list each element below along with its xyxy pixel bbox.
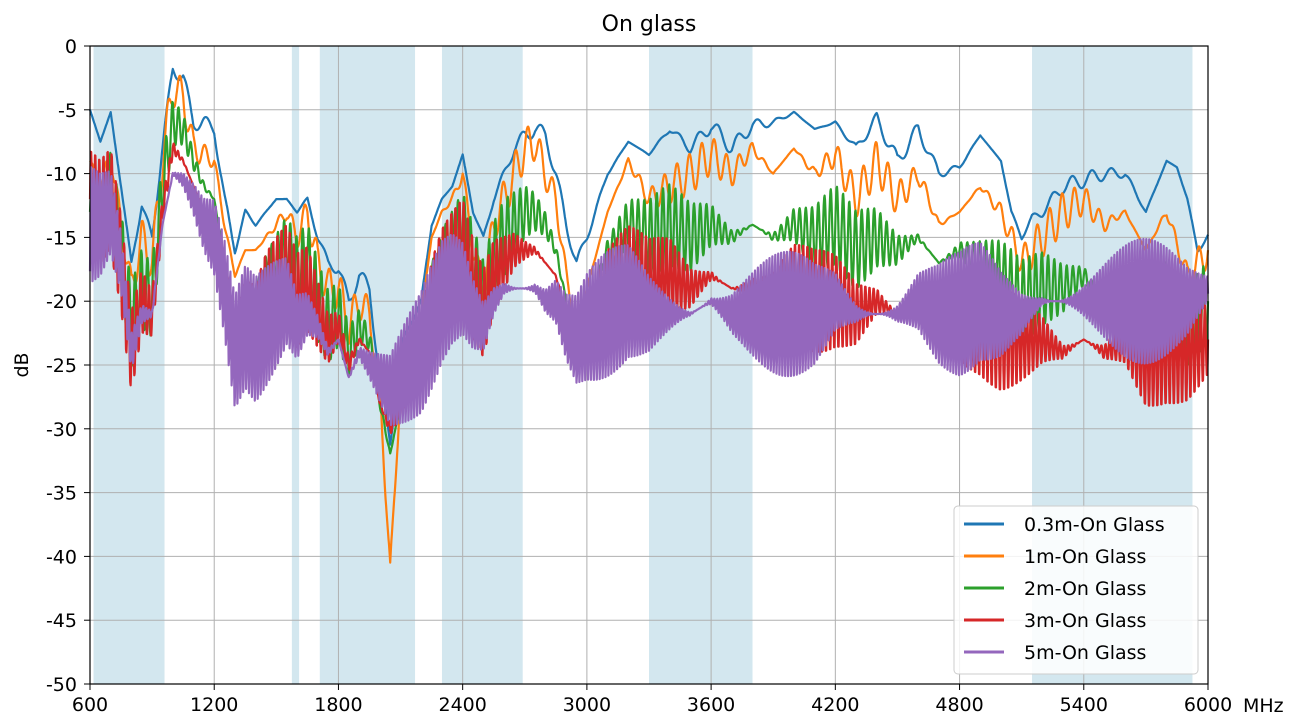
y-tick-label: -50 <box>46 674 77 696</box>
legend-label: 0.3m-On Glass <box>1024 514 1165 536</box>
x-tick-label: 3000 <box>563 694 611 716</box>
y-axis: 0 -5 -10 -15 -20 -25 -30 -35 -40 -45 -50 <box>46 36 90 696</box>
chart-title: On glass <box>602 12 697 37</box>
x-tick-label: 1800 <box>314 694 362 716</box>
legend-label: 3m-On Glass <box>1024 610 1146 632</box>
x-tick-label: 6000 <box>1184 694 1232 716</box>
series-line <box>89 74 1210 564</box>
legend-label: 1m-On Glass <box>1024 546 1146 568</box>
x-axis: 600 1200 1800 2400 3000 3600 4200 4800 5400 6000 <box>72 684 1232 716</box>
x-tick-label: 4200 <box>811 694 859 716</box>
x-tick-label: 2400 <box>438 694 486 716</box>
y-tick-label: -5 <box>58 100 77 122</box>
legend-box <box>953 505 1199 675</box>
x-tick-label: 5400 <box>1060 694 1108 716</box>
series-lines <box>88 67 1210 564</box>
legend-label: 2m-On Glass <box>1024 578 1146 600</box>
legend: 0.3m-On Glass 1m-On Glass 2m-On Glass 3m-On… <box>953 505 1199 675</box>
legend-label: 5m-On Glass <box>1024 642 1146 664</box>
series-line <box>88 166 1210 427</box>
y-tick-label: -30 <box>46 419 77 441</box>
x-tick-label: 3600 <box>687 694 735 716</box>
y-tick-label: -40 <box>46 546 77 568</box>
x-axis-unit-label: MHz <box>1243 695 1284 717</box>
y-tick-label: -20 <box>46 291 77 313</box>
y-tick-label: -25 <box>46 355 77 377</box>
y-axis-label: dB <box>11 352 33 377</box>
y-tick-label: -15 <box>46 227 77 249</box>
x-tick-label: 4800 <box>935 694 983 716</box>
y-tick-label: -35 <box>46 483 77 505</box>
x-tick-label: 1200 <box>190 694 238 716</box>
y-tick-label: -10 <box>46 164 77 186</box>
y-tick-label: 0 <box>65 36 77 58</box>
series-line <box>88 67 1209 446</box>
x-tick-label: 600 <box>72 694 108 716</box>
y-tick-label: -45 <box>46 610 77 632</box>
